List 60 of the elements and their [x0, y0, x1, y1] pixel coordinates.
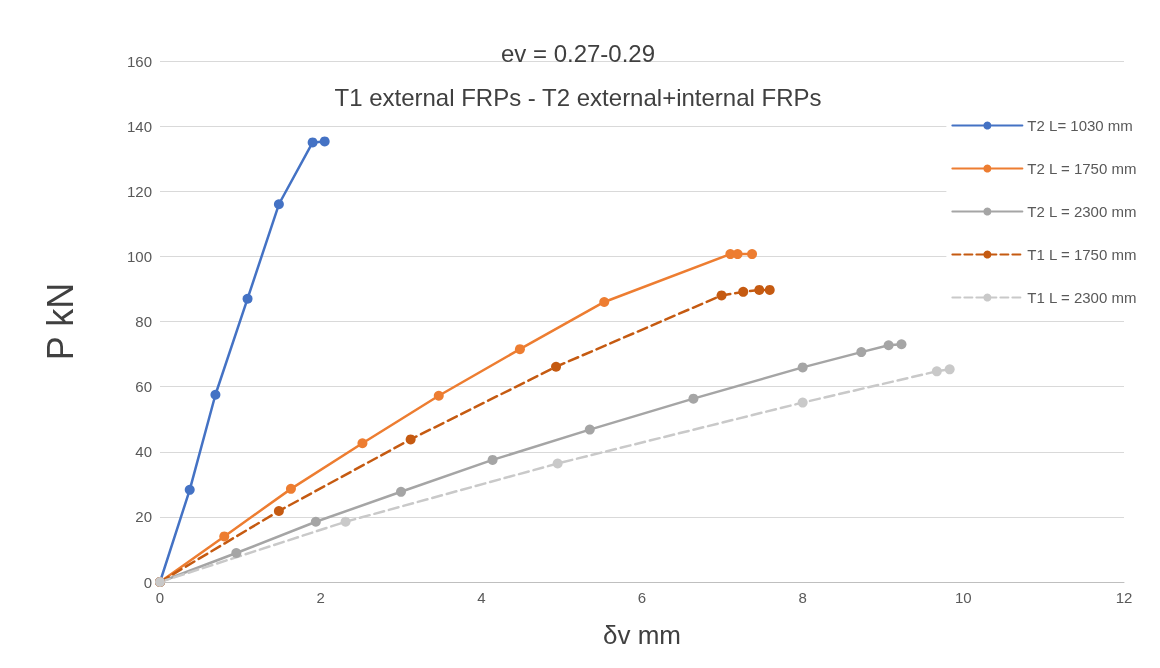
point: [319, 136, 330, 147]
point: [584, 424, 595, 435]
x-axis-title: δv mm: [602, 620, 682, 650]
point: [551, 361, 562, 372]
x-tick-label: 0: [155, 589, 165, 606]
legend-label: T2 L = 2300 mm: [1027, 203, 1137, 220]
x-tick-label: 10: [954, 589, 972, 606]
point: [357, 438, 368, 449]
y-tick-label: 60: [135, 378, 152, 396]
y-tick-label: 160: [126, 52, 152, 70]
x-tick-label: 4: [477, 589, 486, 606]
point: [688, 393, 699, 404]
y-tick-label: 140: [126, 117, 152, 135]
point: [219, 531, 230, 542]
point: [716, 290, 727, 301]
point: [405, 434, 416, 445]
legend-label: T2 L= 1030 mm: [1027, 117, 1133, 134]
y-tick-label: 20: [135, 508, 152, 526]
point: [184, 484, 195, 495]
point: [310, 516, 321, 527]
y-axis-title: P kN: [39, 282, 81, 361]
point: [487, 454, 498, 465]
point: [754, 284, 765, 295]
x-tick-label: 12: [1115, 589, 1133, 606]
point: [340, 516, 351, 527]
point: [797, 397, 808, 408]
point: [944, 364, 955, 375]
point: [599, 296, 610, 307]
y-tick-label: 80: [135, 313, 152, 330]
point: [273, 199, 284, 210]
legend-label: T2 L = 1750 mm: [1027, 160, 1137, 177]
point: [883, 340, 894, 351]
legend-label: T1 L = 1750 mm: [1027, 246, 1137, 263]
point: [797, 362, 808, 373]
point: [896, 339, 907, 350]
point: [931, 366, 942, 377]
point: [856, 347, 867, 358]
point: [242, 293, 253, 304]
point: [396, 486, 406, 497]
y-tick-label: 0: [143, 573, 152, 591]
point: [764, 284, 775, 295]
y-tick-label: 120: [126, 182, 152, 200]
x-tick-label: 8: [798, 589, 807, 606]
point: [210, 389, 221, 400]
point: [552, 458, 563, 469]
point: [307, 137, 318, 148]
chart-title: ev = 0.27-0.29: [500, 39, 656, 67]
point: [285, 483, 296, 494]
point: [747, 249, 758, 260]
point: [273, 506, 284, 517]
text: T1 external FRPs - T2 external+internal FRPs: [334, 83, 822, 111]
point: [514, 344, 525, 355]
legend-label: T1 L = 2300 mm: [1027, 289, 1137, 306]
x-tick-label: 6: [637, 589, 647, 606]
x-tick-label: 2: [316, 589, 325, 606]
point: [433, 390, 444, 401]
y-tick-label: 100: [126, 247, 152, 265]
point: [738, 286, 749, 297]
point: [231, 548, 242, 559]
y-tick-label: 40: [135, 443, 152, 461]
